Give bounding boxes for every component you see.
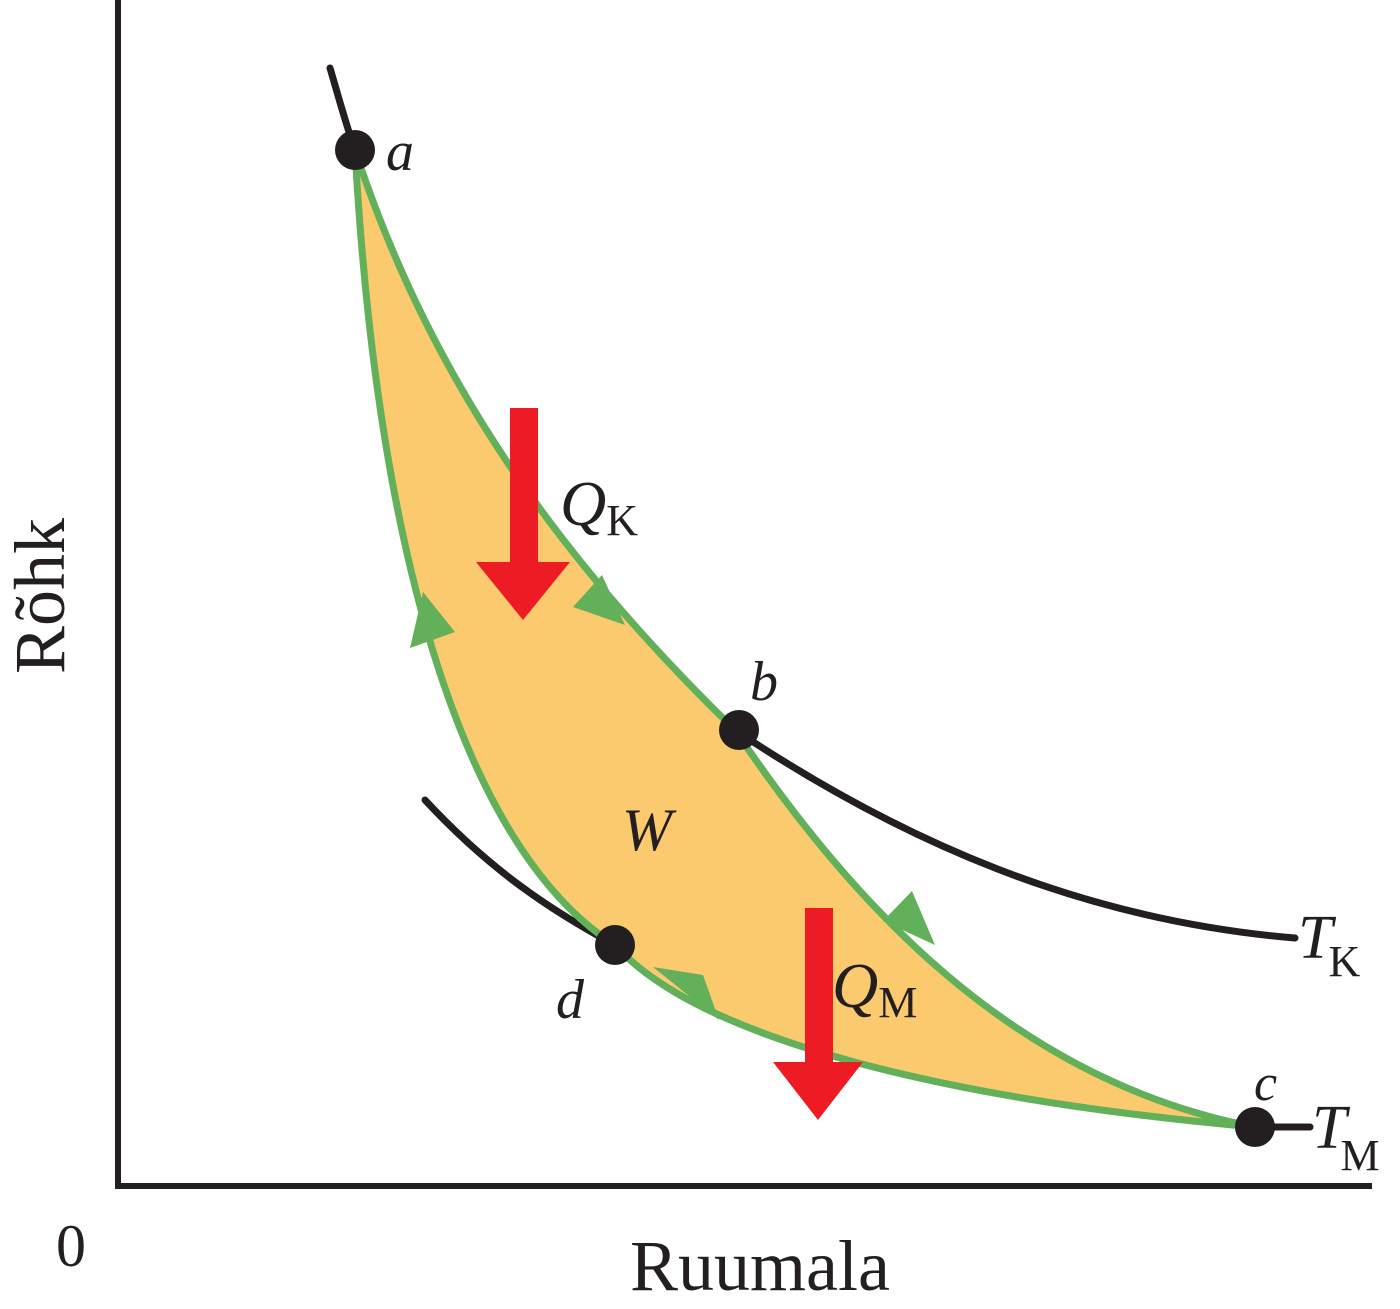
isotherm-cold-label: TM: [1312, 1094, 1380, 1180]
point-c-marker: [1235, 1107, 1275, 1147]
cycle-leg-a-b: [351, 148, 738, 733]
heat-cold-label: QM: [832, 950, 917, 1027]
heat-arrow-hot-shaft: [510, 408, 538, 568]
heat-arrow-cold-shaft: [805, 908, 833, 1068]
direction-arrow-cd: [653, 967, 719, 1020]
isotherm-hot-label: TK: [1298, 904, 1360, 986]
isotherm-hot-lower: [731, 726, 1299, 942]
y-axis-label: Rõhk: [0, 518, 80, 674]
point-d-marker: [595, 925, 635, 965]
work-area: [355, 150, 1255, 1127]
cycle-leg-b-c: [732, 728, 1256, 1131]
cycle-leg-d-a: [351, 149, 617, 948]
point-b-marker: [719, 710, 759, 750]
point-a-marker: [335, 130, 375, 170]
x-axis-label: Ruumala: [630, 1226, 890, 1306]
point-d-label: d: [556, 969, 585, 1031]
direction-arrow-da: [410, 592, 455, 648]
heat-arrow-cold-head: [773, 1062, 863, 1120]
point-c-label: c: [1254, 1055, 1277, 1112]
heat-arrow-hot-head: [476, 562, 570, 620]
origin-label: 0: [56, 1213, 86, 1279]
work-label: W: [622, 797, 677, 863]
direction-arrow-ab: [573, 575, 625, 625]
heat-hot-label: QK: [560, 468, 638, 545]
cycle-leg-c-d: [612, 942, 1256, 1131]
point-b-label: b: [750, 651, 778, 713]
direction-arrow-bc: [883, 891, 935, 945]
point-a-label: a: [386, 121, 414, 183]
